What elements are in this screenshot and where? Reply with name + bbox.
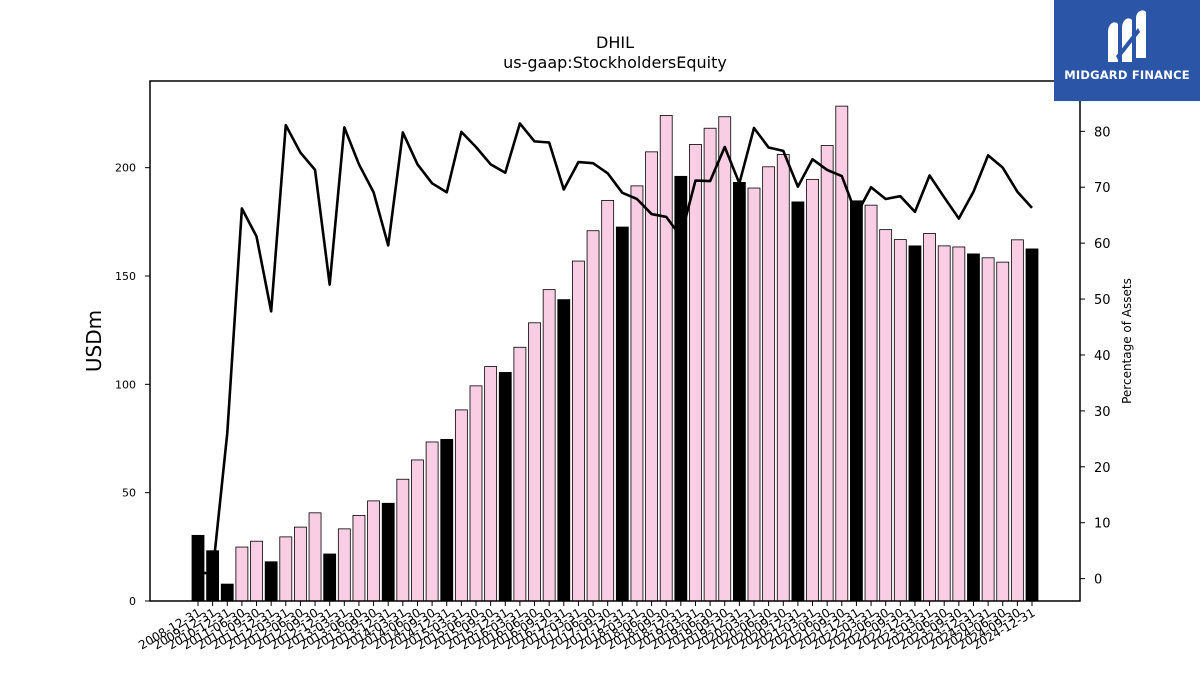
- y2-tick-label: 80: [1094, 125, 1111, 140]
- axes: 050100150200010203040506070802008-12-312…: [115, 80, 1111, 652]
- bar: [806, 178, 819, 602]
- y-axis-label: USDm: [82, 310, 106, 372]
- y2-tick-label: 0: [1094, 573, 1102, 588]
- bar: [762, 166, 776, 602]
- bar: [615, 226, 629, 602]
- brand-logo: MIDGARD FINANCE: [1054, 0, 1200, 101]
- bar: [557, 299, 571, 602]
- bar: [294, 526, 307, 602]
- chart-title: DHIL: [596, 33, 634, 52]
- bar: [484, 366, 498, 602]
- y2-tick-label: 10: [1094, 517, 1111, 532]
- y-tick-label: 200: [115, 162, 136, 175]
- logo-text: MIDGARD FINANCE: [1064, 68, 1190, 82]
- bar-series: [191, 105, 1039, 602]
- y-tick-label: 0: [129, 595, 136, 608]
- bar: [498, 372, 512, 602]
- bar: [220, 583, 234, 602]
- bar: [601, 199, 615, 602]
- y-tick-label: 100: [115, 378, 136, 391]
- y2-tick-label: 60: [1094, 237, 1111, 252]
- bar: [337, 528, 351, 602]
- bar: [908, 245, 922, 602]
- bar: [776, 154, 790, 602]
- bar: [425, 441, 439, 602]
- y-tick-label: 150: [115, 270, 136, 283]
- bar: [279, 536, 293, 602]
- bar: [1010, 239, 1024, 602]
- bar: [250, 540, 263, 602]
- bar: [820, 145, 834, 602]
- plot-frame: [149, 80, 1081, 602]
- y2-tick-label: 20: [1094, 461, 1111, 476]
- bar: [352, 515, 366, 602]
- bar: [645, 151, 658, 602]
- bar: [952, 246, 966, 602]
- bar: [191, 534, 205, 602]
- bar: [981, 257, 995, 602]
- bar: [528, 322, 541, 602]
- bar: [732, 181, 746, 602]
- bar: [659, 115, 673, 602]
- bar: [996, 261, 1010, 602]
- bar: [923, 233, 936, 602]
- percentage-line: [198, 122, 1033, 575]
- y2-axis-label: Percentage of Assets: [1120, 278, 1134, 404]
- bar: [747, 187, 761, 602]
- bar: [411, 459, 424, 602]
- line-series: [198, 122, 1033, 575]
- y2-tick-label: 40: [1094, 349, 1111, 364]
- bar: [235, 546, 249, 602]
- chart-subtitle: us-gaap:StockholdersEquity: [503, 53, 727, 72]
- bar: [937, 245, 951, 602]
- bar: [367, 500, 380, 602]
- bar: [264, 561, 278, 602]
- bar: [454, 409, 468, 602]
- bar: [689, 144, 702, 602]
- y2-tick-label: 70: [1094, 181, 1111, 196]
- bar: [835, 105, 849, 602]
- bar: [674, 175, 688, 602]
- y2-tick-label: 30: [1094, 405, 1111, 420]
- bar: [703, 127, 717, 602]
- bar: [513, 346, 527, 602]
- bar: [572, 260, 585, 602]
- bar: [206, 550, 220, 602]
- y-tick-label: 50: [122, 487, 136, 500]
- bar: [381, 502, 395, 602]
- y2-tick-label: 50: [1094, 293, 1111, 308]
- bar: [718, 116, 732, 602]
- bar: [469, 385, 483, 602]
- bar: [850, 200, 863, 602]
- logo-mark-icon: [1108, 10, 1146, 63]
- bar: [630, 185, 644, 602]
- bar: [308, 512, 322, 602]
- bar: [586, 230, 600, 602]
- bar: [879, 229, 893, 602]
- bar: [542, 289, 556, 602]
- bar: [967, 253, 980, 602]
- bar: [893, 239, 907, 602]
- bar: [864, 204, 878, 602]
- bar: [396, 478, 410, 602]
- bar: [440, 438, 454, 602]
- bar: [791, 201, 805, 602]
- bar: [323, 553, 337, 602]
- bar: [1025, 248, 1039, 602]
